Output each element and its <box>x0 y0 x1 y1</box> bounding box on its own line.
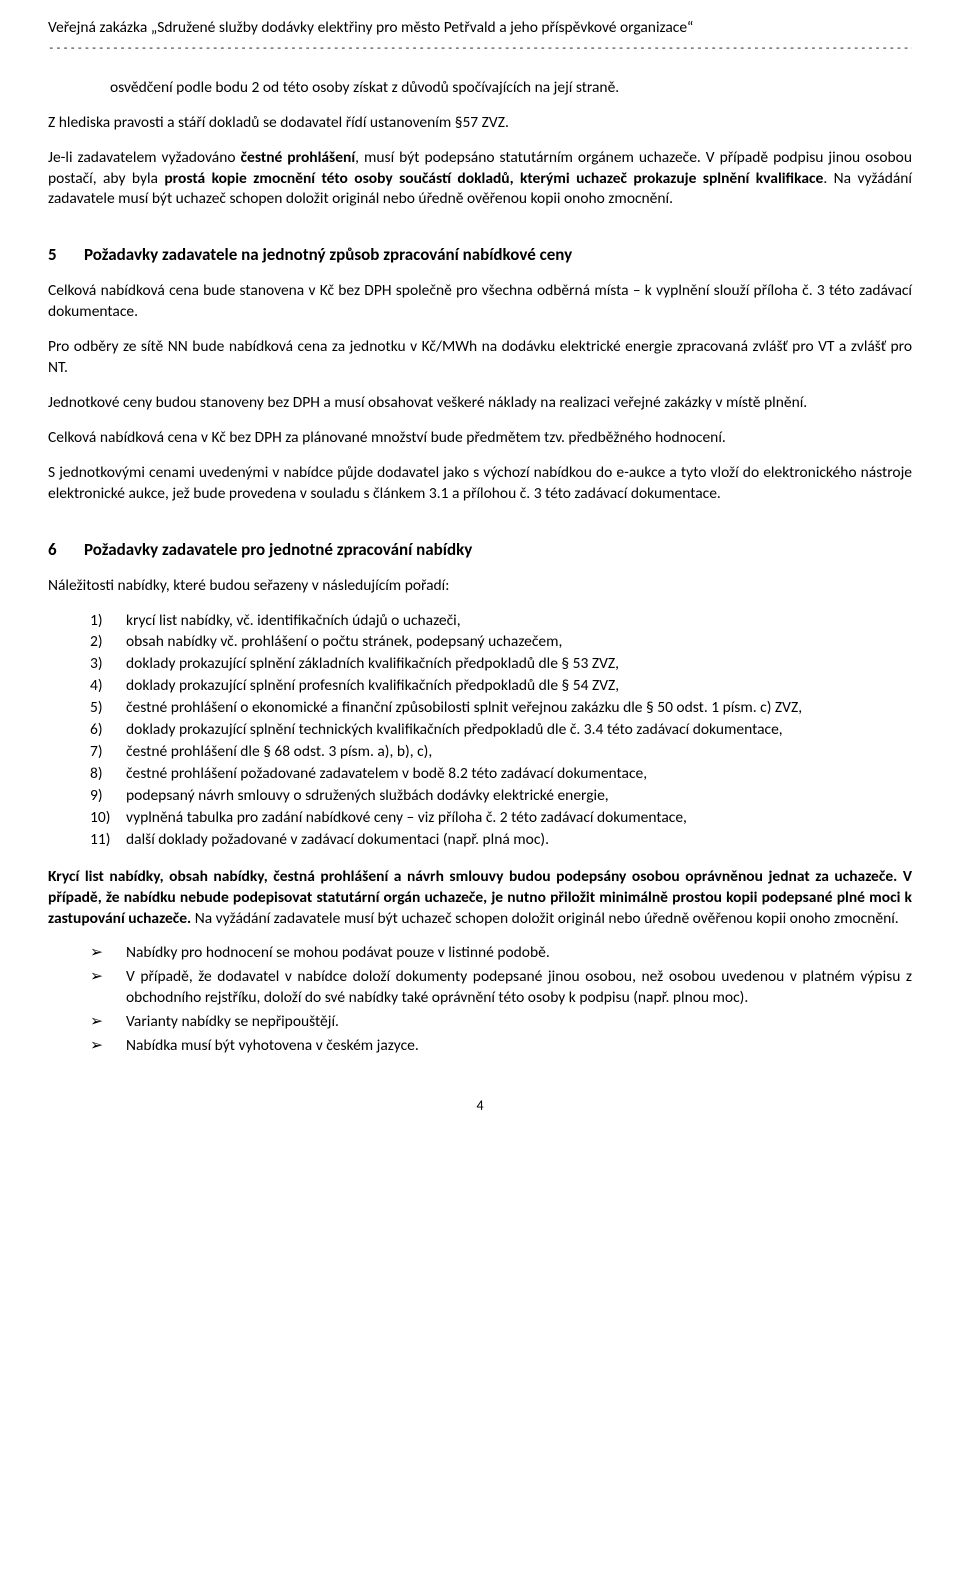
section6-bold-para: Krycí list nabídky, obsah nabídky, čestn… <box>48 867 912 930</box>
numbered-list: 1)krycí list nabídky, vč. identifikačníc… <box>90 611 912 851</box>
section6-lead: Náležitosti nabídky, které budou seřazen… <box>48 576 912 597</box>
intro-para3: Je-li zadavatelem vyžadováno čestné proh… <box>48 148 912 211</box>
section-5-heading: 5 Požadavky zadavatele na jednotný způso… <box>48 244 912 267</box>
text: Je-li zadavatelem vyžadováno <box>48 148 241 167</box>
list-item: ➢Varianty nabídky se nepřipouštějí. <box>90 1012 912 1033</box>
list-marker: 2) <box>90 632 126 653</box>
text: Na vyžádání zadavatele musí být uchazeč … <box>191 909 899 928</box>
list-item: 8)čestné prohlášení požadované zadavatel… <box>90 764 912 785</box>
text-bold: čestné prohlášení <box>241 148 356 167</box>
list-marker: 1) <box>90 611 126 632</box>
list-text: čestné prohlášení dle § 68 odst. 3 písm.… <box>126 742 912 763</box>
list-item: ➢Nabídky pro hodnocení se mohou podávat … <box>90 943 912 964</box>
list-marker: 8) <box>90 764 126 785</box>
list-marker: 3) <box>90 654 126 675</box>
list-item: 11)další doklady požadované v zadávací d… <box>90 830 912 851</box>
list-text: čestné prohlášení o ekonomické a finančn… <box>126 698 912 719</box>
arrow-icon: ➢ <box>90 1036 126 1057</box>
header-title: Veřejná zakázka „Sdružené služby dodávky… <box>48 18 912 39</box>
list-item: 5)čestné prohlášení o ekonomické a finan… <box>90 698 912 719</box>
section5-p3: Jednotkové ceny budou stanoveny bez DPH … <box>48 393 912 414</box>
list-item: 2)obsah nabídky vč. prohlášení o počtu s… <box>90 632 912 653</box>
arrow-bullet-list: ➢Nabídky pro hodnocení se mohou podávat … <box>90 943 912 1057</box>
list-item: ➢Nabídka musí být vyhotovena v českém ja… <box>90 1036 912 1057</box>
list-marker: 7) <box>90 742 126 763</box>
list-marker: 10) <box>90 808 126 829</box>
section-title: Požadavky zadavatele na jednotný způsob … <box>84 244 572 267</box>
list-text: Nabídky pro hodnocení se mohou podávat p… <box>126 943 912 964</box>
list-text: Varianty nabídky se nepřipouštějí. <box>126 1012 912 1033</box>
list-marker: 4) <box>90 676 126 697</box>
list-item: 1)krycí list nabídky, vč. identifikačníc… <box>90 611 912 632</box>
intro-line1: osvědčení podle bodu 2 od této osoby zís… <box>110 78 912 99</box>
list-marker: 5) <box>90 698 126 719</box>
list-text: doklady prokazující splnění profesních k… <box>126 676 912 697</box>
section-title: Požadavky zadavatele pro jednotné zpraco… <box>84 539 472 562</box>
list-item: 6)doklady prokazující splnění technickýc… <box>90 720 912 741</box>
list-text: podepsaný návrh smlouvy o sdružených slu… <box>126 786 912 807</box>
section5-p4: Celková nabídková cena v Kč bez DPH za p… <box>48 428 912 449</box>
list-marker: 11) <box>90 830 126 851</box>
list-item: 10)vyplněná tabulka pro zadání nabídkové… <box>90 808 912 829</box>
list-item: 3)doklady prokazující splnění základních… <box>90 654 912 675</box>
arrow-icon: ➢ <box>90 967 126 1009</box>
arrow-icon: ➢ <box>90 1012 126 1033</box>
section5-p1: Celková nabídková cena bude stanovena v … <box>48 281 912 323</box>
list-marker: 6) <box>90 720 126 741</box>
section5-p2: Pro odběry ze sítě NN bude nabídková cen… <box>48 337 912 379</box>
list-marker: 9) <box>90 786 126 807</box>
list-text: krycí list nabídky, vč. identifikačních … <box>126 611 912 632</box>
page-number: 4 <box>48 1097 912 1116</box>
list-text: obsah nabídky vč. prohlášení o počtu str… <box>126 632 912 653</box>
list-item: 4)doklady prokazující splnění profesních… <box>90 676 912 697</box>
text-bold: prostá kopie zmocnění této osoby součást… <box>164 169 823 188</box>
section-6-heading: 6 Požadavky zadavatele pro jednotné zpra… <box>48 539 912 562</box>
section-number: 5 <box>48 244 84 267</box>
header-divider: ----------------------------------------… <box>48 41 912 56</box>
intro-line2: Z hlediska pravosti a stáří dokladů se d… <box>48 113 912 134</box>
list-item: 9)podepsaný návrh smlouvy o sdružených s… <box>90 786 912 807</box>
list-text: další doklady požadované v zadávací doku… <box>126 830 912 851</box>
list-text: vyplněná tabulka pro zadání nabídkové ce… <box>126 808 912 829</box>
list-text: Nabídka musí být vyhotovena v českém jaz… <box>126 1036 912 1057</box>
list-text: čestné prohlášení požadované zadavatelem… <box>126 764 912 785</box>
arrow-icon: ➢ <box>90 943 126 964</box>
list-text: V případě, že dodavatel v nabídce doloží… <box>126 967 912 1009</box>
list-item: 7)čestné prohlášení dle § 68 odst. 3 pís… <box>90 742 912 763</box>
list-item: ➢V případě, že dodavatel v nabídce dolož… <box>90 967 912 1009</box>
section-number: 6 <box>48 539 84 562</box>
list-text: doklady prokazující splnění technických … <box>126 720 912 741</box>
list-text: doklady prokazující splnění základních k… <box>126 654 912 675</box>
section5-p5: S jednotkovými cenami uvedenými v nabídc… <box>48 463 912 505</box>
